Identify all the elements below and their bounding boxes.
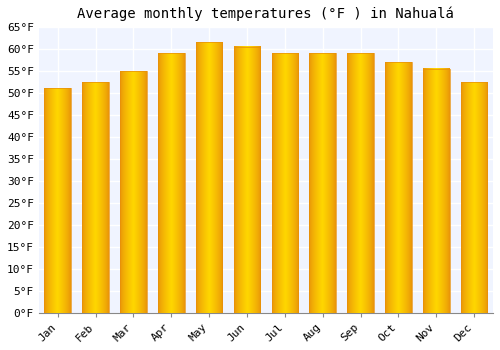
Bar [196, 42, 222, 313]
Bar [82, 82, 109, 313]
Bar [348, 53, 374, 313]
Bar [234, 47, 260, 313]
Bar [158, 53, 184, 313]
Bar [423, 69, 450, 313]
Bar [120, 71, 146, 313]
Title: Average monthly temperatures (°F ) in Nahualá: Average monthly temperatures (°F ) in Na… [78, 7, 454, 21]
Bar [44, 88, 71, 313]
Bar [272, 53, 298, 313]
Bar [385, 62, 411, 313]
Bar [310, 53, 336, 313]
Bar [461, 82, 487, 313]
